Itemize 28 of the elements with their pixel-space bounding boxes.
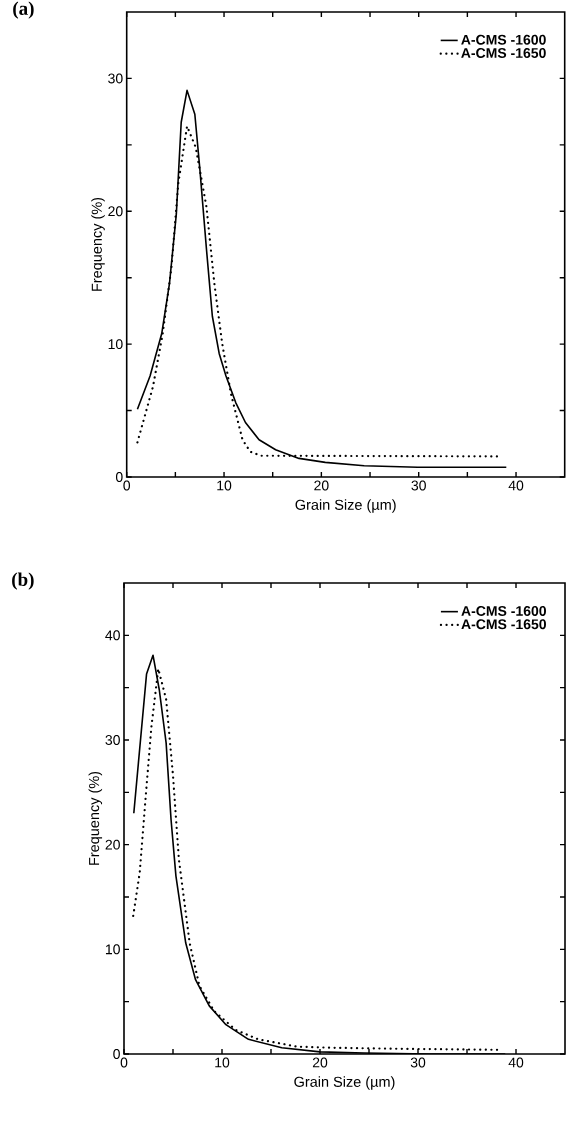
y-tick-label: 30 [105, 735, 120, 745]
x-tick-label: 10 [215, 1057, 230, 1068]
y-tick-label: 30 [108, 73, 123, 84]
x-axis-title: Grain Size (µm) [294, 1076, 395, 1090]
x-tick-label: 30 [411, 480, 426, 491]
chart-title: (a) [13, 1, 34, 19]
legend-label: A-CMS -1650 [461, 48, 546, 58]
y-axis-title: Frequency (%) [88, 771, 103, 865]
x-tick-label: 40 [508, 1057, 524, 1068]
y-tick-label: 20 [105, 839, 120, 850]
legend-label: A-CMS -1600 [461, 606, 546, 616]
x-tick-label: 40 [508, 480, 524, 491]
x-tick-label: 20 [314, 480, 329, 491]
y-tick-label: 20 [108, 206, 123, 217]
x-tick-label: 0 [123, 480, 131, 491]
y-tick-label: 0 [115, 472, 123, 482]
x-tick-label: 20 [312, 1057, 328, 1068]
chart-title: (b) [12, 572, 34, 590]
x-axis-title: Grain Size (µm) [295, 499, 396, 513]
y-tick-label: 10 [105, 944, 120, 955]
y-axis-title: Frequency (%) [91, 197, 105, 291]
y-tick-label: 40 [105, 630, 120, 641]
y-tick-label: 0 [113, 1049, 120, 1059]
x-tick-label: 30 [410, 1057, 426, 1068]
x-tick-label: 10 [217, 480, 232, 491]
legend-label: A-CMS -1600 [461, 34, 546, 45]
legend-label: A-CMS -1650 [461, 619, 546, 630]
y-tick-label: 10 [108, 339, 123, 350]
